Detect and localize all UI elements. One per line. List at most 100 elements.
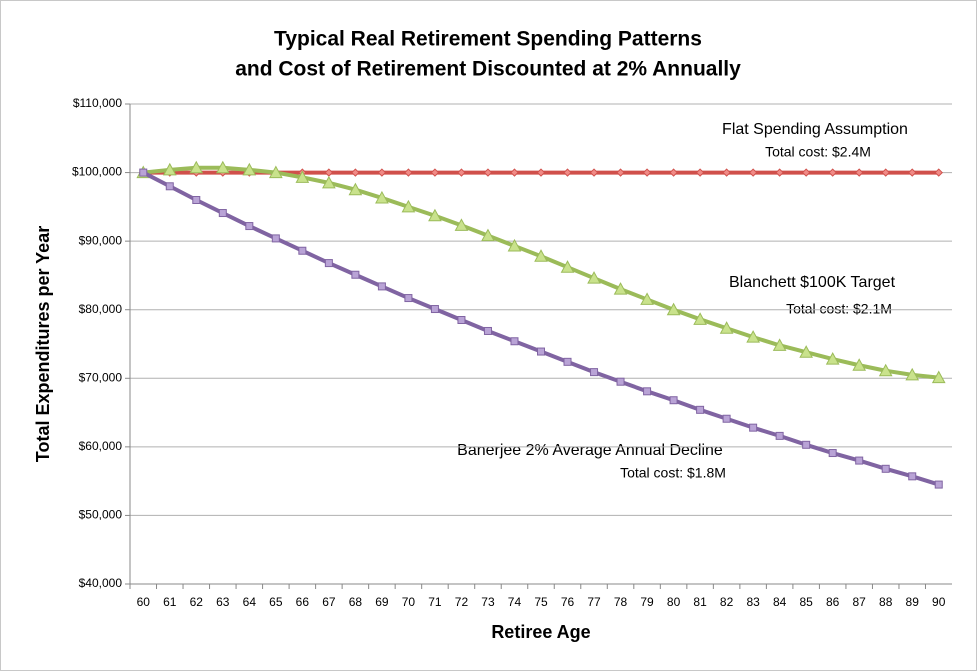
x-tick-label: 61 [163, 595, 177, 609]
marker [322, 175, 336, 189]
marker [666, 302, 681, 316]
marker [905, 367, 920, 381]
x-tick-label: 72 [455, 595, 469, 609]
x-tick-label: 63 [216, 595, 230, 609]
marker [749, 423, 758, 432]
marker [351, 168, 360, 177]
marker [563, 168, 572, 177]
marker [693, 312, 707, 325]
annotation: Flat Spending Assumption [722, 121, 908, 138]
x-tick-label: 70 [402, 595, 416, 609]
marker [165, 182, 174, 191]
y-tick-label: $60,000 [79, 439, 123, 453]
marker [162, 162, 177, 176]
marker [908, 472, 917, 481]
marker [908, 168, 917, 177]
x-tick-label: 67 [322, 595, 336, 609]
marker [536, 168, 546, 177]
x-tick-label: 84 [773, 595, 787, 609]
marker [534, 249, 548, 262]
marker [268, 165, 283, 179]
marker [881, 464, 890, 473]
marker [775, 168, 784, 177]
marker [189, 160, 204, 174]
x-tick-label: 74 [508, 595, 522, 609]
x-tick-label: 76 [561, 595, 575, 609]
marker [855, 456, 864, 465]
marker [799, 345, 814, 358]
marker [825, 352, 840, 365]
x-tick-label: 65 [269, 595, 283, 609]
marker [587, 271, 601, 284]
marker [481, 228, 495, 242]
marker [801, 168, 811, 177]
y-axis-title: Total Expenditures per Year [33, 226, 53, 462]
x-tick-label: 79 [640, 595, 654, 609]
marker [642, 168, 652, 177]
marker [746, 330, 760, 343]
y-tick-label: $40,000 [79, 576, 123, 590]
marker [377, 282, 386, 291]
marker [934, 480, 943, 489]
marker [457, 316, 466, 324]
marker [722, 168, 731, 177]
marker [218, 209, 227, 218]
marker [454, 218, 469, 231]
annotation: Blanchett $100K Target [729, 274, 896, 291]
marker [430, 305, 439, 314]
marker [483, 326, 492, 335]
x-tick-label: 90 [932, 595, 946, 609]
marker [404, 294, 413, 303]
marker [401, 199, 416, 213]
x-tick-label: 73 [481, 595, 495, 609]
x-tick-label: 60 [137, 595, 151, 609]
marker [298, 246, 307, 255]
marker [696, 405, 705, 414]
marker [695, 168, 705, 177]
marker [772, 338, 787, 351]
marker [377, 168, 387, 177]
y-tick-label: $80,000 [79, 302, 123, 316]
marker [719, 321, 734, 334]
x-tick-label: 87 [853, 595, 867, 609]
marker [215, 160, 230, 174]
x-tick-label: 82 [720, 595, 734, 609]
marker [613, 282, 628, 295]
marker [643, 387, 652, 396]
annotation: Banerjee 2% Average Annual Decline [457, 442, 723, 459]
chart-title: Typical Real Retirement Spending Pattern… [274, 28, 702, 51]
marker [245, 222, 254, 231]
y-tick-label: $100,000 [72, 165, 122, 179]
marker [507, 238, 522, 252]
x-tick-label: 71 [428, 595, 442, 609]
x-axis-title: Retiree Age [491, 622, 590, 642]
x-tick-label: 86 [826, 595, 840, 609]
marker [854, 168, 864, 177]
x-tick-label: 64 [243, 595, 257, 609]
marker [775, 431, 784, 440]
marker [748, 168, 758, 177]
marker [852, 358, 867, 371]
marker [430, 168, 440, 177]
marker [351, 270, 360, 279]
x-tick-label: 68 [349, 595, 363, 609]
marker [589, 168, 599, 177]
x-tick-label: 89 [906, 595, 920, 609]
marker [457, 168, 466, 177]
x-tick-label: 62 [190, 595, 204, 609]
y-tick-label: $110,000 [73, 96, 122, 110]
marker [510, 168, 519, 177]
marker [510, 337, 519, 346]
marker [878, 363, 893, 377]
marker [616, 377, 625, 386]
marker [590, 368, 599, 377]
marker [139, 168, 148, 177]
y-tick-label: $90,000 [79, 233, 123, 247]
marker [722, 414, 731, 423]
marker [560, 260, 575, 273]
marker [271, 234, 280, 243]
marker [640, 292, 654, 305]
x-tick-label: 75 [534, 595, 548, 609]
